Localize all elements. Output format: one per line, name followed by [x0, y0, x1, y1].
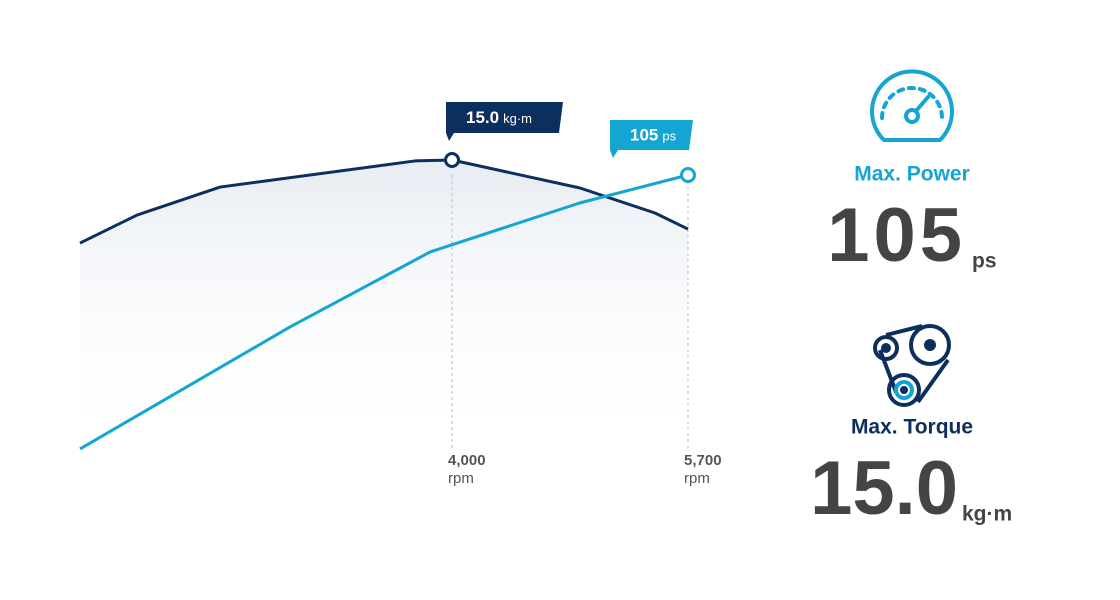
stat-unit: kg·m	[962, 503, 1012, 526]
x-tick-label: 4,000	[448, 452, 486, 469]
stat-value: 105	[827, 193, 966, 278]
stat-label: Max. Power	[854, 163, 970, 186]
area	[80, 160, 688, 450]
x-tick-label: 5,700	[684, 452, 722, 469]
stat-label: Max. Torque	[851, 416, 973, 439]
callout-unit: kg·m	[503, 111, 532, 126]
peak-marker	[444, 152, 461, 168]
callout-box	[610, 120, 693, 158]
series-line	[79, 158, 689, 245]
callout-unit: ps	[662, 128, 676, 143]
x-unit: rpm	[684, 470, 710, 487]
torque-icon	[873, 324, 951, 407]
power-icon	[870, 69, 954, 142]
peak-marker	[680, 167, 696, 183]
stat-unit: ps	[972, 250, 997, 273]
x-unit: rpm	[448, 470, 474, 487]
callout-box	[446, 102, 563, 141]
series-line	[79, 173, 689, 451]
callout-value: 15.0	[466, 108, 499, 127]
callout-value: 105	[630, 125, 658, 144]
stat-value: 15.0	[810, 446, 958, 531]
